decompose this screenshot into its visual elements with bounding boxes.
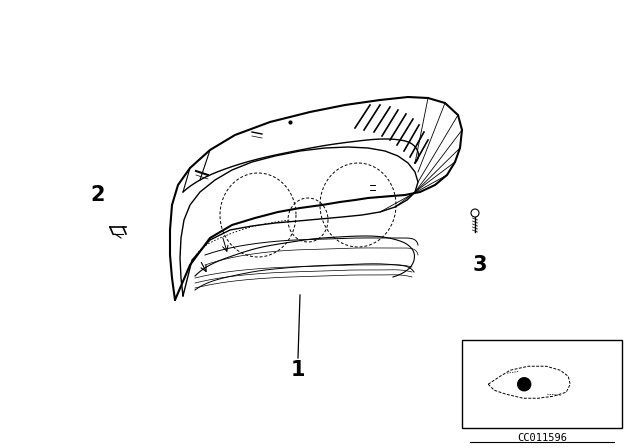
- Text: 1: 1: [291, 360, 305, 380]
- Circle shape: [471, 209, 479, 217]
- Text: 2: 2: [91, 185, 105, 205]
- Text: 3: 3: [473, 255, 487, 275]
- Text: CC011596: CC011596: [517, 433, 567, 443]
- Circle shape: [518, 378, 531, 391]
- Bar: [462, 340, 622, 428]
